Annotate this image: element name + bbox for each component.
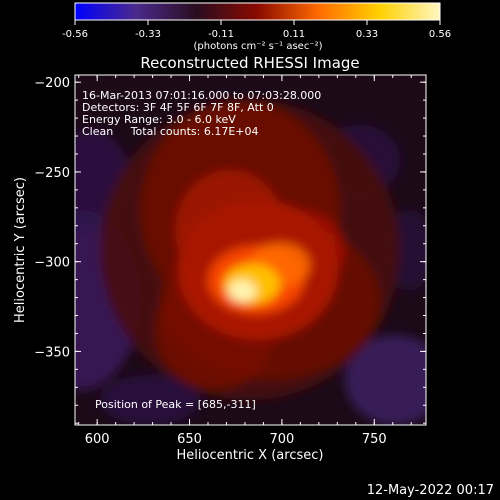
- colorbar-ticks: -0.56 -0.33 -0.11 0.11 0.33 0.56: [62, 20, 451, 40]
- heatmap-blob: [100, 375, 200, 425]
- y-axis-ticks: −200 −250 −300 −350: [34, 76, 426, 424]
- colorbar-tick-label: 0.33: [356, 29, 378, 40]
- colorbar: -0.56 -0.33 -0.11 0.11 0.33 0.56 (photons cm⁻…: [62, 2, 451, 52]
- info-line-clean: Clean Total counts: 6.17E+04: [82, 125, 259, 138]
- colorbar-tick-label: -0.33: [135, 29, 161, 40]
- info-annotation: 16-Mar-2013 07:01:16.000 to 07:03:28.000…: [82, 89, 321, 138]
- info-line-detectors: Detectors: 3F 4F 5F 6F 7F 8F, Att 0: [82, 101, 274, 114]
- heatmap-blobs: [75, 100, 426, 425]
- info-line-energy: Energy Range: 3.0 - 6.0 keV: [82, 113, 236, 126]
- x-axis-ticks: 600 650 700 750: [78, 75, 412, 447]
- x-tick-label: 650: [177, 432, 202, 447]
- x-axis-label: Heliocentric X (arcsec): [177, 448, 324, 463]
- y-tick-label: −250: [34, 166, 70, 181]
- colorbar-tick-label: -0.11: [208, 29, 234, 40]
- x-tick-label: 750: [362, 432, 387, 447]
- y-tick-label: −300: [34, 256, 70, 271]
- heatmap-blob: [345, 335, 426, 425]
- plot-frame: [74, 74, 427, 426]
- heatmap-blob: [228, 280, 256, 302]
- heatmap-image: [75, 75, 426, 425]
- y-axis-label: Heliocentric Y (arcsec): [13, 177, 28, 323]
- x-tick-label: 700: [269, 432, 294, 447]
- colorbar-tick-label: 0.56: [429, 29, 451, 40]
- y-tick-label: −200: [34, 76, 70, 91]
- info-line-time: 16-Mar-2013 07:01:16.000 to 07:03:28.000: [82, 89, 321, 102]
- peak-position-label: Position of Peak = [685,-311]: [95, 398, 256, 411]
- y-tick-label: −350: [34, 345, 70, 360]
- x-tick-label: 600: [85, 432, 110, 447]
- timestamp: 12-May-2022 00:17: [367, 483, 494, 498]
- colorbar-tick-label: -0.56: [62, 29, 88, 40]
- colorbar-unit-label: (photons cm⁻² s⁻¹ asec⁻²): [193, 41, 322, 52]
- colorbar-strip: [74, 2, 441, 21]
- chart-title: Reconstructed RHESSI Image: [140, 54, 359, 72]
- colorbar-tick-label: 0.11: [283, 29, 305, 40]
